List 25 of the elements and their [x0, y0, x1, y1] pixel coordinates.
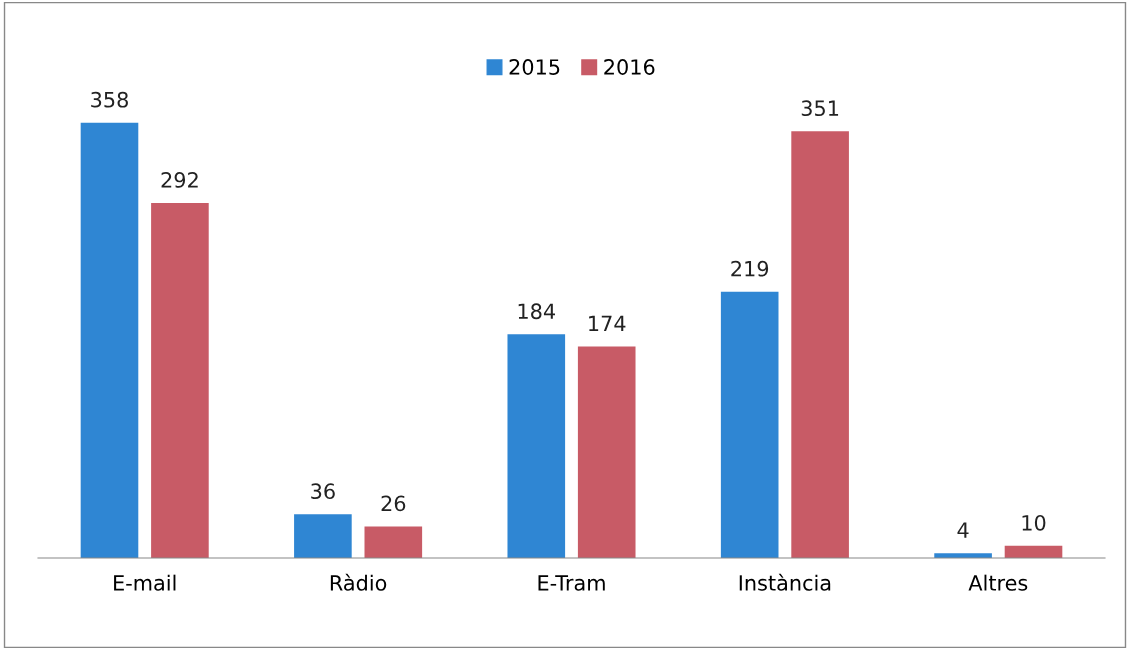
bar	[507, 334, 566, 558]
bar	[294, 514, 352, 558]
data-label: 174	[589, 315, 626, 331]
data-label: 292	[161, 172, 198, 188]
x-tick-label: Instància	[739, 573, 831, 591]
data-label: 219	[731, 260, 769, 277]
bar	[791, 131, 849, 558]
bar	[151, 202, 209, 558]
legend-label: 2015	[509, 59, 560, 75]
legend-label: 2016	[604, 59, 655, 75]
x-tick-label: E-Tram	[538, 575, 605, 591]
data-label: 358	[91, 91, 128, 108]
bar	[577, 346, 636, 558]
data-label: 351	[801, 100, 839, 117]
data-label: 26	[381, 495, 406, 512]
x-tick-label: E-mail	[114, 574, 176, 591]
x-tick-label: Ràdio	[330, 573, 387, 591]
data-label: 184	[518, 303, 555, 320]
bar	[364, 526, 423, 558]
data-label: 4	[957, 522, 969, 538]
x-tick-label: Altres	[968, 574, 1028, 591]
bar	[80, 122, 139, 558]
data-label: 10	[1022, 514, 1046, 531]
data-label: 36	[311, 483, 335, 500]
bar	[720, 291, 779, 558]
